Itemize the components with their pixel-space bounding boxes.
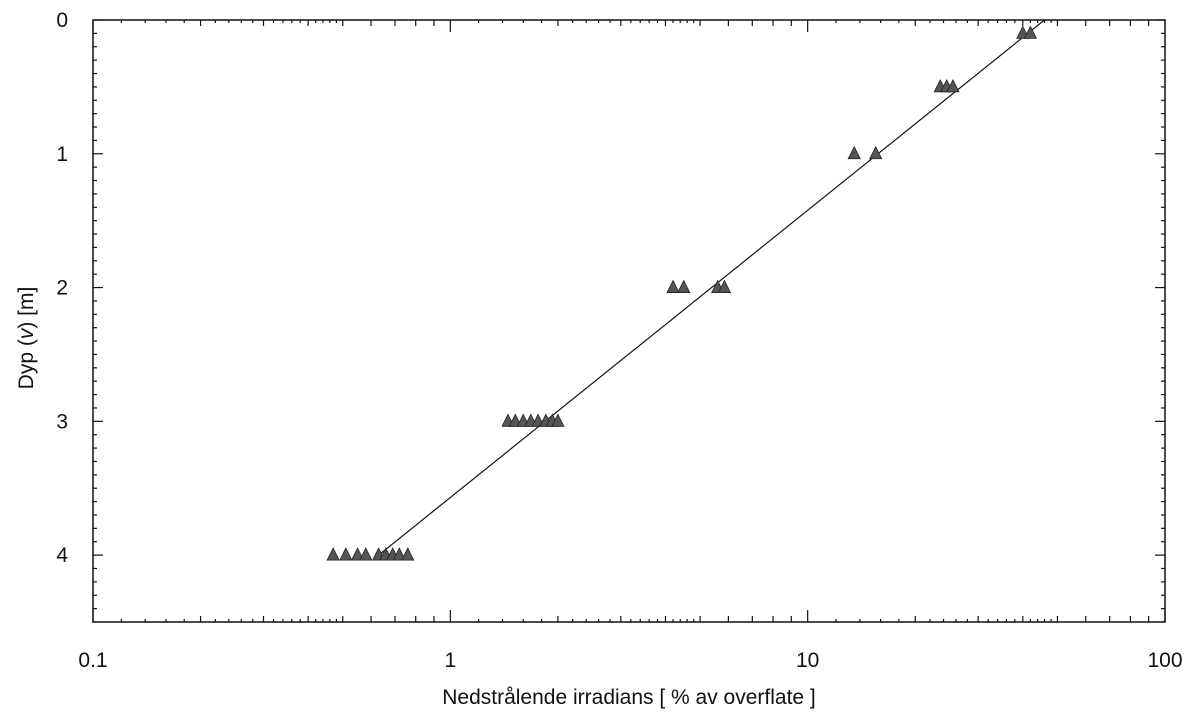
data-markers <box>326 25 1038 561</box>
data-point-triangle <box>666 279 680 293</box>
y-axis-title-post: ) [m] <box>15 287 38 329</box>
y-axis-title-var: v <box>15 327 38 339</box>
axis-ticks <box>92 19 1166 623</box>
data-point-triangle <box>359 547 373 561</box>
y-tick-label: 2 <box>56 277 68 300</box>
data-point-triangle <box>326 547 340 561</box>
x-tick-labels: 0.1 1 10 100 <box>78 649 1182 672</box>
data-point-triangle <box>508 413 522 427</box>
x-tick-label: 10 <box>796 649 819 672</box>
y-axis-title-pre: Dyp ( <box>15 339 38 389</box>
data-point-triangle <box>677 279 691 293</box>
data-point-triangle <box>339 547 353 561</box>
data-point-triangle <box>1023 25 1038 39</box>
x-axis-title: Nedstrålende irradians [ % av overflate … <box>442 686 816 709</box>
y-tick-labels: 0 1 2 3 4 <box>56 9 68 567</box>
fit-line-group <box>378 19 1045 556</box>
data-point-triangle <box>551 413 565 427</box>
data-point-triangle <box>946 78 960 93</box>
y-tick-label: 0 <box>56 9 68 32</box>
plot-frame <box>92 19 1166 623</box>
data-point-triangle <box>869 145 883 160</box>
data-point-triangle <box>717 279 732 293</box>
y-axis-title: Dyp (v) [m] <box>15 287 38 390</box>
data-point-triangle <box>847 145 861 160</box>
data-point-triangle <box>392 547 407 561</box>
x-tick-label: 100 <box>1147 649 1182 672</box>
data-point-triangle <box>350 547 365 561</box>
y-tick-label: 4 <box>56 544 68 567</box>
data-point-triangle <box>401 547 415 561</box>
x-tick-label: 1 <box>444 649 456 672</box>
regression-line <box>378 19 1045 556</box>
x-tick-label: 0.1 <box>78 649 107 672</box>
y-tick-label: 1 <box>56 143 68 166</box>
y-tick-label: 3 <box>56 410 68 433</box>
